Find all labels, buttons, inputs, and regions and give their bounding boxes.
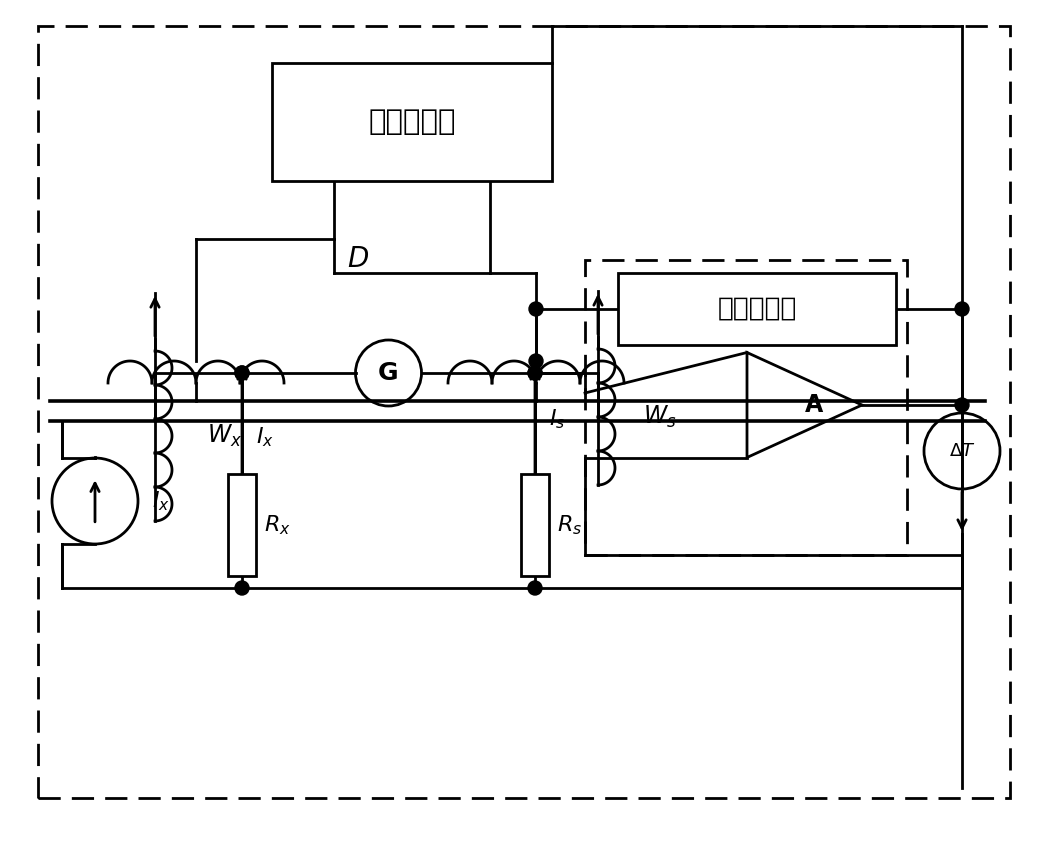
Text: 峰差检波器: 峰差检波器 <box>717 296 797 322</box>
Text: 方波振荡器: 方波振荡器 <box>369 108 455 136</box>
Circle shape <box>528 366 542 380</box>
Circle shape <box>529 302 543 316</box>
Circle shape <box>529 354 543 368</box>
Text: $W_x$: $W_x$ <box>207 423 242 449</box>
FancyBboxPatch shape <box>228 474 257 576</box>
Text: G: G <box>378 361 399 385</box>
Circle shape <box>235 581 249 595</box>
Text: $I_x$: $I_x$ <box>152 489 170 513</box>
Circle shape <box>235 366 249 380</box>
Text: $\Delta T$: $\Delta T$ <box>949 442 975 460</box>
Circle shape <box>955 398 970 412</box>
Text: $R_x$: $R_x$ <box>264 513 291 537</box>
Text: $R_s$: $R_s$ <box>557 513 582 537</box>
Text: $W_s$: $W_s$ <box>643 404 676 430</box>
Circle shape <box>528 581 542 595</box>
Text: $I_x$: $I_x$ <box>257 425 274 448</box>
Text: A: A <box>804 393 823 417</box>
FancyBboxPatch shape <box>272 63 552 181</box>
Text: $I_s$: $I_s$ <box>549 407 565 431</box>
Text: D: D <box>348 245 369 273</box>
FancyBboxPatch shape <box>618 273 896 345</box>
Circle shape <box>528 366 542 380</box>
FancyBboxPatch shape <box>521 474 549 576</box>
Circle shape <box>955 302 970 316</box>
Circle shape <box>235 366 249 380</box>
